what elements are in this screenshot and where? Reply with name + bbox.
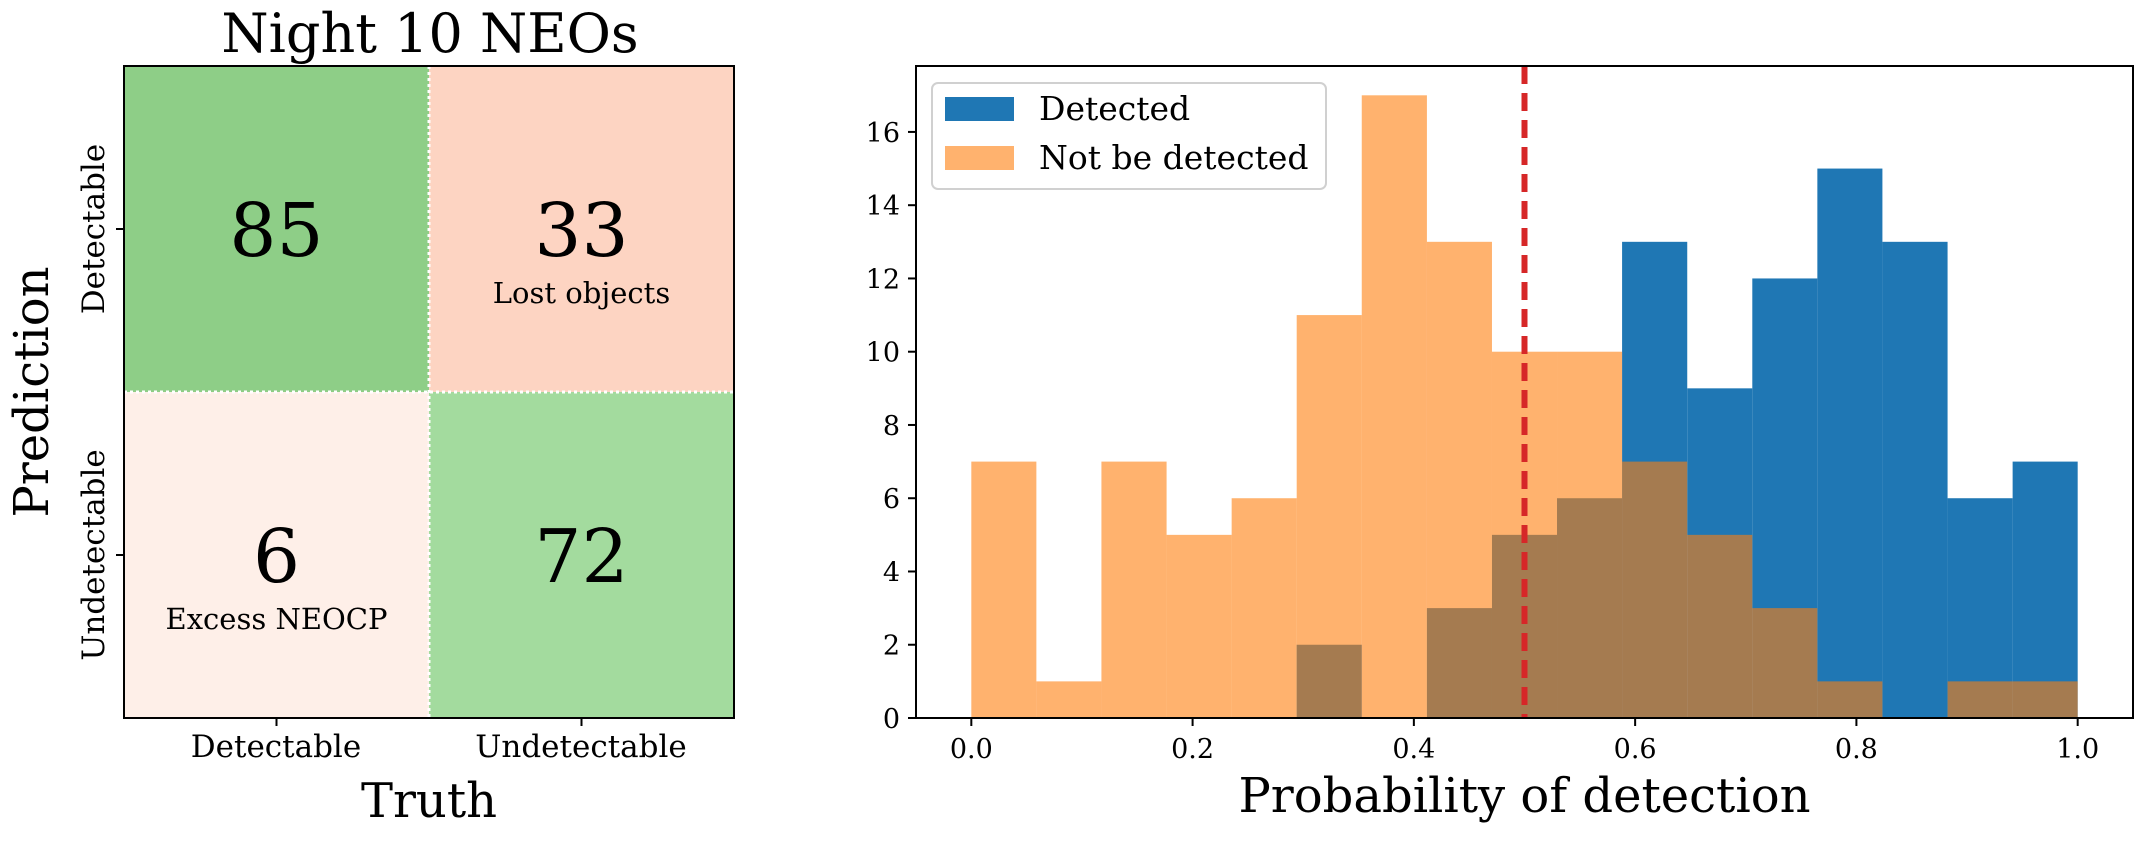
cm-y-tick-label: Detectable — [76, 144, 112, 314]
hist-y-tick-label: 16 — [866, 118, 900, 149]
hist-bar — [1036, 681, 1102, 718]
hist-bar — [1752, 608, 1818, 718]
legend: Detected Not be detected — [931, 82, 1327, 190]
legend-label-not-detected: Not be detected — [1039, 138, 1308, 177]
hist-x-tick-label: 0.4 — [1392, 734, 1435, 765]
hist-y-tick-label: 10 — [866, 338, 900, 369]
cm-frame — [123, 65, 735, 719]
hist-bar — [1101, 461, 1167, 718]
cm-x-ticks: Detectable Undetectable — [191, 718, 687, 765]
cm-x-tick-label: Undetectable — [475, 729, 687, 765]
cm-x-tick-label: Detectable — [191, 729, 361, 765]
cm-cell-value: 72 — [534, 514, 628, 600]
hist-y-ticks: 0 2 4 6 8 10 12 14 16 — [866, 118, 916, 735]
hist-series-not-detected-bars — [971, 95, 2078, 719]
hist-x-tick-label: 0.0 — [950, 734, 993, 765]
cm-cell-annotation: Lost objects — [493, 276, 670, 310]
legend-box — [931, 82, 1327, 190]
hist-y-tick-label: 2 — [883, 631, 900, 662]
cm-x-axis-label: Truth — [361, 773, 497, 829]
hist-bar — [1557, 351, 1623, 718]
hist-bar — [1296, 315, 1362, 718]
hist-bar — [1426, 241, 1492, 718]
hist-y-tick-label: 8 — [883, 411, 900, 442]
cm-cell — [124, 392, 429, 718]
hist-y-tick-label: 14 — [866, 191, 900, 222]
cm-cell-value: 85 — [229, 188, 323, 274]
hist-bar — [1231, 498, 1297, 718]
cm-cell-annotation: Excess NEOCP — [166, 602, 388, 636]
hist-bar — [2012, 461, 2078, 718]
hist-bar — [1622, 461, 1688, 718]
hist-x-ticks: 0.0 0.2 0.4 0.6 0.8 1.0 — [950, 718, 2099, 765]
hist-bar — [1166, 534, 1232, 718]
hist-bar — [2012, 681, 2078, 718]
cm-y-axis-label: Prediction — [4, 266, 60, 517]
cm-cell — [124, 66, 429, 392]
hist-bar — [971, 461, 1037, 718]
hist-bar — [1687, 534, 1753, 718]
legend-swatch-detected — [945, 97, 1014, 121]
cm-cell — [429, 392, 734, 718]
hist-frame — [915, 65, 2134, 719]
hist-y-tick-label: 12 — [866, 264, 900, 295]
hist-y-tick-label: 6 — [883, 484, 900, 515]
hist-x-axis-label: Probability of detection — [1238, 768, 1810, 824]
hist-bar — [1947, 681, 2013, 718]
cm-y-ticks: Detectable Undetectable — [76, 144, 124, 661]
hist-x-tick-label: 0.6 — [1614, 734, 1657, 765]
hist-bar — [1817, 168, 1883, 719]
cm-cell — [429, 66, 734, 392]
legend-swatch-not-detected — [945, 146, 1014, 170]
hist-bar — [1882, 241, 1948, 718]
legend-label-detected: Detected — [1039, 89, 1190, 128]
hist-x-tick-label: 1.0 — [2056, 734, 2099, 765]
hist-y-tick-label: 4 — [883, 557, 900, 588]
hist-bar — [1361, 95, 1427, 719]
cm-cell-value: 33 — [534, 188, 628, 274]
hist-x-tick-label: 0.8 — [1835, 734, 1878, 765]
cm-y-tick-label: Undetectable — [76, 449, 112, 661]
cm-title: Night 10 NEOs — [221, 2, 638, 65]
hist-y-tick-label: 0 — [883, 704, 900, 735]
hist-x-tick-label: 0.2 — [1171, 734, 1214, 765]
histogram: 0.0 0.2 0.4 0.6 0.8 1.0 0 2 4 6 8 10 12 14 16 Probabi… — [866, 65, 2134, 824]
hist-bar — [1817, 681, 1883, 718]
cm-cell-value: 6 — [253, 514, 300, 600]
